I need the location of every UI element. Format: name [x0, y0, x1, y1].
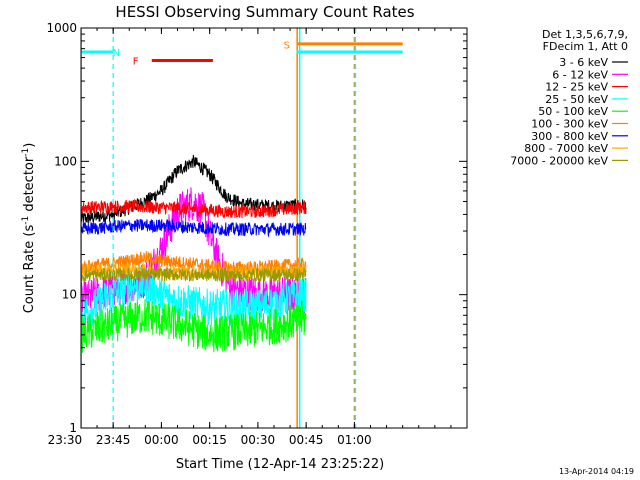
- legend: Det 1,3,5,6,7,9, FDecim 1, Att 0 3 - 6 k…: [510, 28, 628, 167]
- y-axis-label-mid: detector: [22, 156, 37, 216]
- legend-item: 12 - 25 keV: [545, 81, 628, 94]
- chart-title: HESSI Observing Summary Count Rates: [115, 3, 414, 21]
- x-tick-label: 00:00: [144, 433, 179, 447]
- legend-header-line-2: FDecim 1, Att 0: [543, 40, 628, 53]
- legend-item: 300 - 800 keV: [531, 130, 628, 143]
- series-line: [81, 298, 307, 353]
- x-tick-label: 00:15: [192, 433, 227, 447]
- y-axis-label-main: Count Rate (s: [22, 225, 37, 314]
- x-tick-label: 00:45: [289, 433, 324, 447]
- legend-label: 12 - 25 keV: [545, 81, 608, 94]
- legend-label: 300 - 800 keV: [531, 130, 608, 143]
- flag-label: N: [113, 48, 120, 59]
- legend-label: 6 - 12 keV: [552, 68, 608, 81]
- legend-label: 50 - 100 keV: [538, 105, 608, 118]
- x-tick-label: 01:00: [337, 433, 372, 447]
- y-axis-label-sup2: -1: [21, 148, 31, 157]
- x-tick-label: 23:45: [96, 433, 131, 447]
- legend-header-line-1: Det 1,3,5,6,7,9,: [542, 28, 628, 41]
- y-tick-label: 10: [62, 288, 77, 302]
- series-line: [81, 218, 307, 238]
- legend-item: 25 - 50 keV: [545, 93, 628, 106]
- series-line: [81, 198, 307, 220]
- legend-item: 3 - 6 keV: [559, 56, 628, 69]
- flag-label: F: [133, 57, 139, 68]
- legend-label: 3 - 6 keV: [559, 56, 608, 69]
- legend-label: 7000 - 20000 keV: [510, 154, 608, 167]
- legend-item: 6 - 12 keV: [552, 68, 628, 81]
- y-tick-label: 100: [54, 154, 77, 168]
- x-tick-label: 00:30: [241, 433, 276, 447]
- series-line: [81, 154, 307, 224]
- series-line: [81, 266, 307, 283]
- y-tick-label: 1000: [46, 21, 77, 35]
- x-tick-label: 23:30: [48, 433, 83, 447]
- legend-label: 25 - 50 keV: [545, 93, 608, 106]
- footer-timestamp: 13-Apr-2014 04:19: [559, 467, 634, 476]
- legend-item: 50 - 100 keV: [538, 105, 628, 118]
- y-axis-label-sup1: -1: [21, 216, 31, 225]
- y-tick-label: 1: [69, 421, 77, 435]
- legend-label: 100 - 300 keV: [531, 118, 608, 131]
- y-axis-label: Count Rate (s-1 detector-1): [21, 143, 37, 314]
- legend-item: 800 - 7000 keV: [524, 142, 628, 155]
- x-axis-label: Start Time (12-Apr-14 23:25:22): [176, 457, 384, 472]
- legend-label: 800 - 7000 keV: [524, 142, 608, 155]
- flag-label: S: [284, 41, 290, 52]
- legend-item: 100 - 300 keV: [531, 118, 628, 131]
- series-line: [81, 265, 307, 330]
- y-axis-label-end: ): [22, 143, 37, 148]
- legend-item: 7000 - 20000 keV: [510, 154, 628, 167]
